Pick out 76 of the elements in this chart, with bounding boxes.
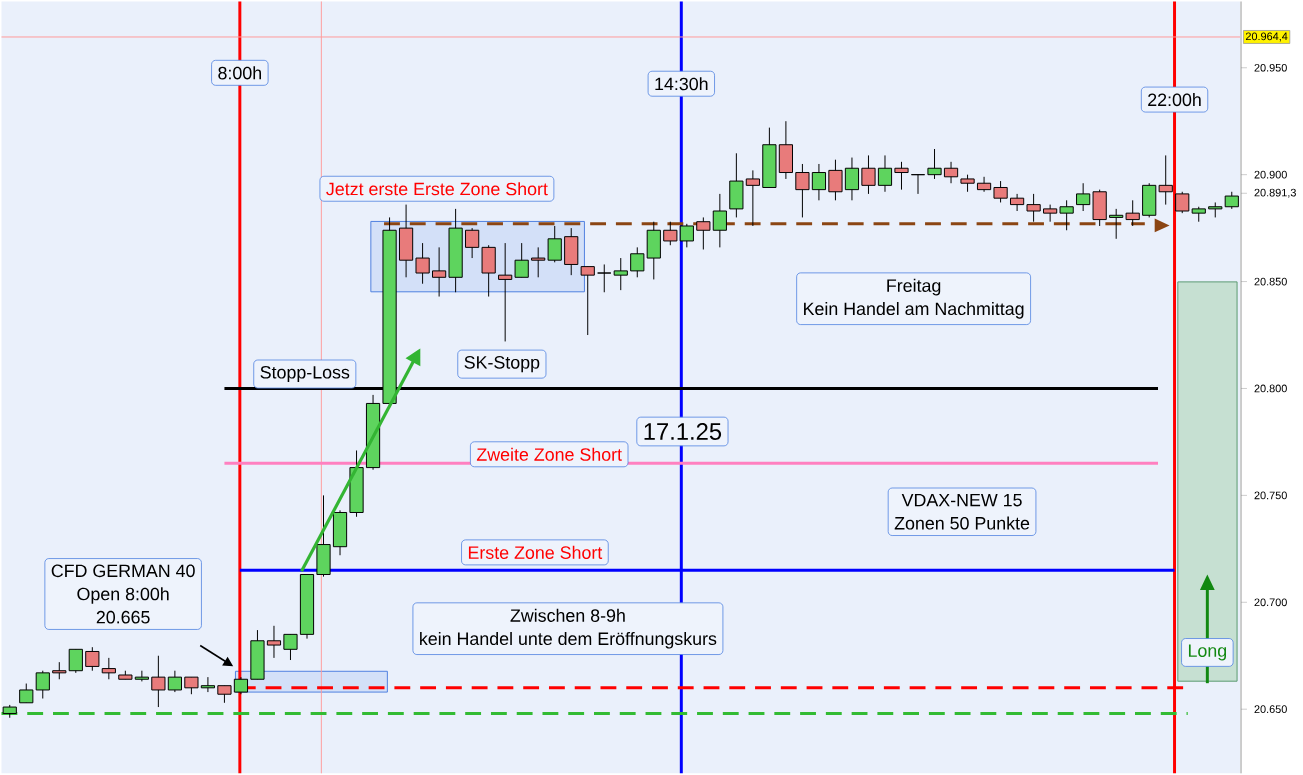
candlestick [1125, 199, 1140, 227]
candlestick [663, 221, 678, 246]
candlestick [531, 246, 546, 278]
candlestick [696, 217, 711, 251]
annotation: 20.665 [96, 610, 150, 624]
candlestick [1158, 155, 1173, 206]
candlestick [679, 223, 694, 248]
y-tick-label: 20.900 [1254, 170, 1287, 179]
candlestick [1175, 191, 1190, 214]
annotation: VDAX-NEW 15 [901, 494, 1022, 507]
annotation: Zweite Zone Short [476, 447, 622, 461]
candlestick [200, 676, 216, 693]
candlestick [167, 670, 182, 693]
candlestick [910, 174, 926, 195]
candlestick [1043, 204, 1058, 223]
candlestick [432, 246, 447, 298]
candlestick [35, 670, 50, 700]
annotation: 8:00h [218, 66, 261, 80]
candlestick [1009, 193, 1025, 212]
candlestick [1076, 182, 1091, 212]
candlestick [597, 264, 612, 293]
candlestick [1059, 199, 1074, 231]
candlestick [844, 157, 860, 201]
candlestick [861, 155, 876, 195]
annotation: CFD GERMAN 40 [51, 564, 195, 578]
candlestick [877, 155, 893, 193]
candlestick [630, 246, 645, 278]
candlestick [266, 625, 282, 659]
candlestick [547, 225, 562, 263]
candlestick [894, 161, 909, 191]
annotation: Zwischen 8-9h [510, 608, 625, 622]
annotation: 17.1.25 [644, 423, 722, 440]
candlestick [795, 163, 810, 218]
y-tick-label: 20.891,3 [1254, 188, 1296, 198]
candlestick [993, 180, 1008, 204]
candlestick [976, 176, 992, 193]
annotation: kein Handel unte dem Eröffnungskurs [420, 632, 717, 649]
annotation: Open 8:00h [77, 587, 169, 604]
candlestick [19, 683, 34, 704]
candlestick [514, 242, 529, 278]
candlestick [498, 242, 513, 343]
candlestick [465, 227, 480, 259]
y-tick-label: 20.850 [1254, 277, 1287, 286]
annotation: SK-Stopp [464, 356, 540, 373]
candlestick [927, 148, 942, 180]
annotation: Freitag [887, 278, 941, 296]
y-tick-label: 20.750 [1254, 491, 1287, 500]
annotation: 22:00h [1148, 93, 1201, 107]
candlestick [811, 163, 827, 201]
annotation: 14:30h [655, 77, 708, 91]
candlestick [745, 169, 760, 227]
candlestick [85, 646, 100, 672]
annotation: Jetzt erste Erste Zone Short [326, 182, 548, 196]
candlestick [613, 257, 628, 291]
annotation: Erste Zone Short [468, 545, 603, 560]
candlestick [415, 242, 430, 285]
y-tick-label: 20.700 [1254, 598, 1287, 607]
candlestick [1026, 193, 1041, 223]
candlestick [68, 648, 83, 674]
candlestick [712, 193, 727, 248]
annotation: Zonen 50 Punkte [894, 516, 1030, 530]
annotation: Kein Handel am Nachmittag [804, 302, 1024, 319]
candlestick [134, 670, 149, 682]
candlestick [943, 161, 959, 184]
y-tick-label: 20.950 [1254, 63, 1287, 72]
candlestick [283, 633, 298, 661]
candlestick [1109, 208, 1124, 240]
annotation: Long [1188, 644, 1227, 661]
annotation: Stopp-Loss [260, 366, 350, 383]
candlestick [580, 266, 595, 336]
y-tick-label: 20.800 [1254, 384, 1287, 393]
candlestick [828, 159, 843, 201]
candlestick [101, 657, 116, 680]
ref-line-label: 20.964,4 [1245, 32, 1288, 42]
y-tick-label: 20.650 [1254, 705, 1287, 714]
candlestick [151, 655, 166, 708]
